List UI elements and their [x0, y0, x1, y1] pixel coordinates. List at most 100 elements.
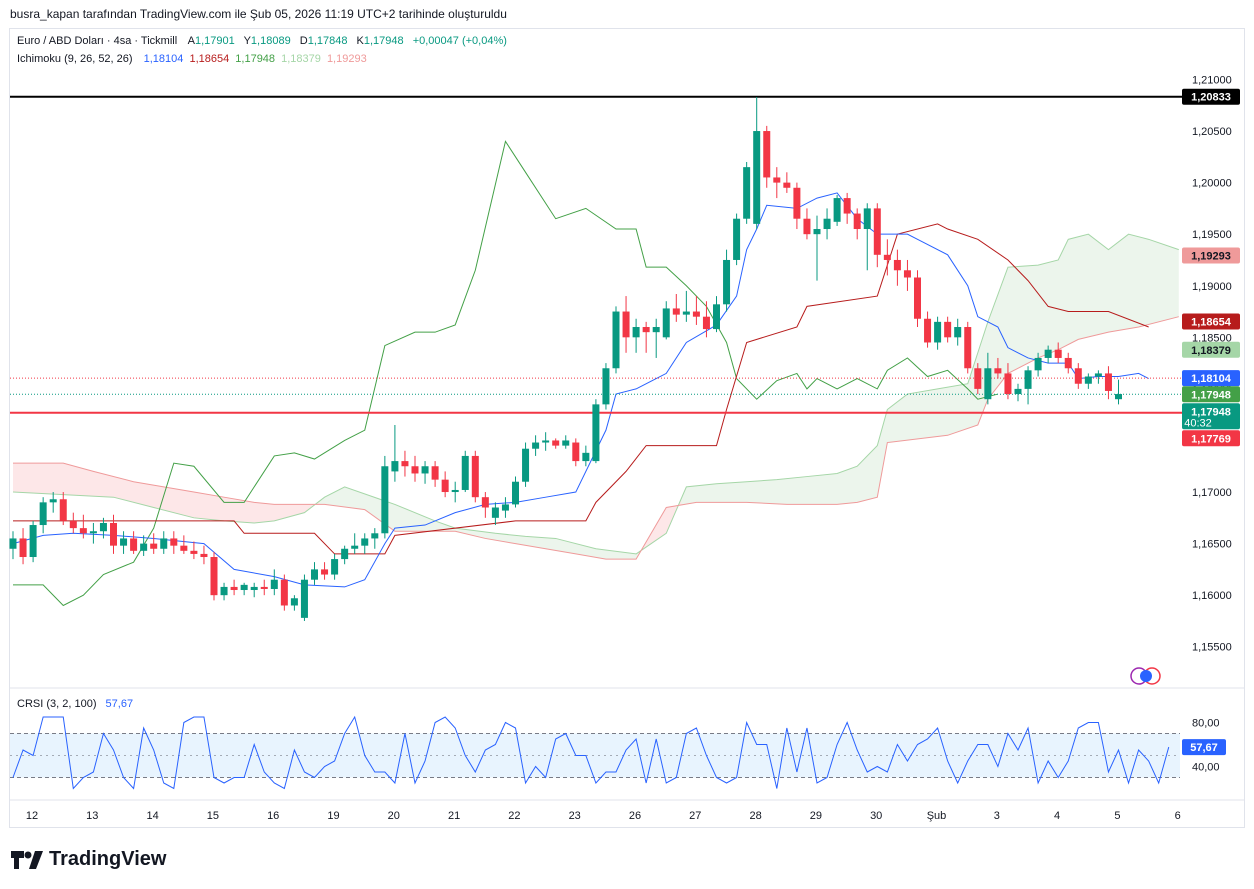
- candle-body: [823, 218, 831, 230]
- time-axis-tick: 21: [448, 810, 460, 822]
- candle-body: [1084, 376, 1092, 384]
- candle-body: [1034, 357, 1042, 371]
- ichimoku-chikou-line: [13, 140, 999, 607]
- countdown-label-text: 40:32: [1184, 417, 1212, 429]
- time-axis-tick: 22: [508, 810, 520, 822]
- candle-body: [280, 579, 288, 606]
- candle-body: [401, 461, 409, 467]
- candle-body: [672, 308, 680, 315]
- tradingview-logo-icon: [11, 850, 43, 869]
- candle-body: [562, 440, 570, 446]
- tradingview-logo[interactable]: TradingView: [11, 848, 166, 871]
- ichimoku-span-a-line: [12, 233, 1179, 555]
- candle-body: [79, 528, 87, 534]
- candle-body: [934, 321, 942, 343]
- candle-body: [893, 259, 901, 271]
- candle-body: [512, 481, 519, 505]
- crsi-axis-tick: 40,00: [1192, 762, 1220, 774]
- ohlc-open-value: 1,17901: [194, 35, 235, 47]
- price-axis-tick: 1,19500: [1192, 229, 1232, 241]
- candle-body: [1024, 370, 1032, 389]
- price-axis-tick: 1,18500: [1192, 332, 1232, 344]
- candle-body: [783, 182, 791, 188]
- candle-body: [110, 522, 117, 546]
- candle-body: [803, 218, 811, 235]
- candle-body: [743, 167, 751, 219]
- candle-body: [773, 177, 781, 183]
- candle-body: [421, 466, 429, 474]
- ichimoku-cloud: [641, 498, 682, 551]
- candle-body: [331, 559, 339, 575]
- candle-body: [69, 520, 77, 529]
- candle-body: [471, 455, 479, 498]
- ichimoku-cloud: [13, 463, 320, 523]
- price-label: [1182, 403, 1240, 430]
- time-axis-tick: 12: [26, 810, 38, 822]
- ichimoku-legend: Ichimoku (9, 26, 52, 26) 1,18104 1,18654…: [17, 53, 370, 65]
- candle-body: [642, 327, 650, 333]
- price-axis-tick: 1,21000: [1192, 74, 1232, 86]
- candle-body: [954, 327, 962, 338]
- candle-body: [160, 538, 168, 549]
- candle-body: [682, 311, 690, 315]
- candle-body: [1104, 373, 1112, 391]
- ohlc-low-value: 1,17848: [307, 35, 348, 47]
- time-axis-tick: 29: [810, 810, 822, 822]
- candle-body: [190, 550, 198, 554]
- candle-body: [461, 455, 469, 490]
- ichimoku-cloud: [319, 486, 642, 560]
- candle-body: [180, 545, 188, 551]
- time-axis-tick: Şub: [927, 810, 947, 822]
- candle-body: [250, 586, 258, 591]
- candle-body: [632, 327, 640, 338]
- candle-body: [532, 442, 540, 449]
- candle-body: [883, 254, 891, 260]
- price-axis-tick: 1,20000: [1192, 178, 1232, 190]
- ichimoku-span-a-value: 1,18379: [281, 53, 321, 65]
- candle-body: [120, 538, 128, 546]
- candle-body: [300, 579, 308, 618]
- price-label-text: 1,18654: [1191, 316, 1232, 328]
- candle-body: [9, 538, 17, 549]
- time-axis-tick: 27: [689, 810, 701, 822]
- candle-body: [411, 466, 419, 474]
- candle-body: [441, 479, 449, 493]
- time-axis-tick: 28: [749, 810, 761, 822]
- candle-body: [140, 543, 148, 551]
- eu-flag-icon: [1140, 670, 1152, 682]
- candle-body: [914, 277, 921, 319]
- price-label: [1182, 430, 1240, 447]
- candle-body: [552, 440, 560, 446]
- price-label-text: 1,20833: [1191, 92, 1231, 104]
- price-label-text: 1,18104: [1191, 373, 1232, 385]
- candle-body: [843, 198, 851, 214]
- candle-body: [964, 327, 972, 369]
- price-label-text: 1,18379: [1191, 345, 1231, 357]
- candle-body: [150, 543, 158, 549]
- candle-body: [853, 213, 861, 230]
- ohlc-open-key: A: [187, 35, 195, 47]
- candle-body: [522, 448, 530, 482]
- price-axis-tick: 1,15500: [1192, 642, 1232, 654]
- price-label: [1182, 341, 1240, 358]
- chart-frame: [9, 28, 1245, 828]
- candle-body: [793, 187, 801, 219]
- candle-body: [1044, 349, 1052, 358]
- crsi-value: 57,67: [105, 698, 134, 710]
- ichimoku-span-b-value: 1,19293: [326, 53, 367, 65]
- candle-body: [602, 368, 610, 405]
- candle-body: [481, 497, 489, 508]
- time-axis-tick: 20: [388, 810, 400, 822]
- time-axis-tick: 19: [327, 810, 339, 822]
- time-axis-tick: 3: [994, 810, 1000, 822]
- candle-body: [230, 586, 238, 591]
- candle-body: [49, 499, 57, 503]
- candle-body: [270, 579, 278, 589]
- candle-body: [381, 466, 389, 534]
- crsi-label: CRSI (3, 2, 100): [17, 698, 97, 710]
- symbol-legend: Euro / ABD Doları · 4sa · Tickmill A1,17…: [17, 35, 510, 47]
- price-label: [1182, 313, 1240, 330]
- price-label: [1182, 247, 1240, 264]
- time-axis-tick: 15: [207, 810, 219, 822]
